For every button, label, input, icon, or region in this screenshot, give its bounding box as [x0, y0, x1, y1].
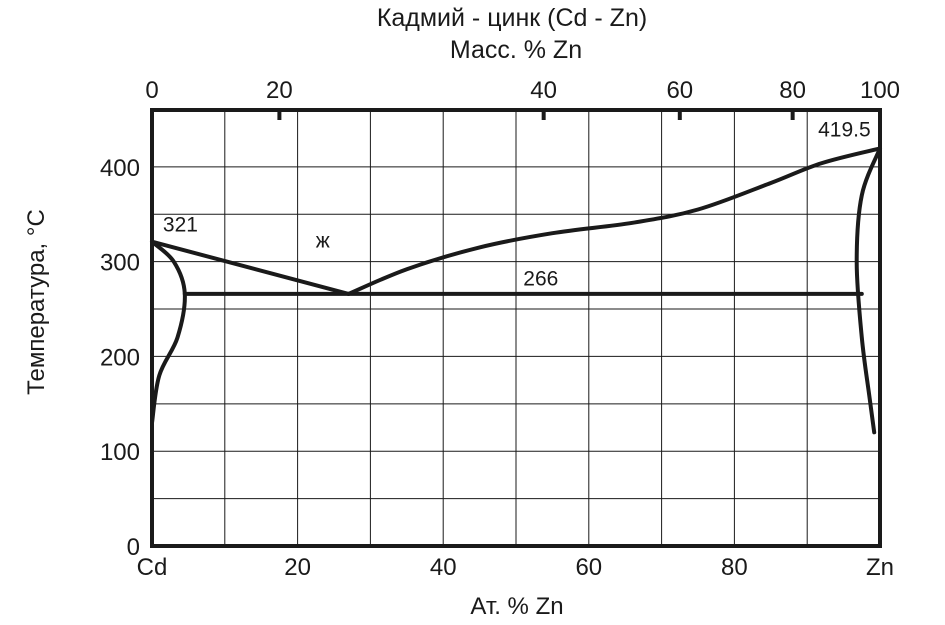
annotation-label: 419.5 [818, 119, 871, 142]
y-axis-tick-labels: 0 100 200 300 400 [100, 155, 140, 561]
top-axis-title: Масс. % Zn [450, 36, 582, 64]
y-tick-label: 0 [127, 534, 140, 561]
curve-solvus-cd [150, 239, 187, 425]
top-tick-label: 20 [266, 77, 293, 104]
annotation-label: 266 [523, 267, 558, 290]
y-tick-label: 100 [100, 439, 140, 466]
top-tick-label: 40 [530, 77, 557, 104]
x-tick-label: 20 [284, 554, 311, 581]
y-tick-label: 400 [100, 155, 140, 182]
annotations: 321 ж 266 419.5 [163, 119, 871, 291]
chart-title: Кадмий - цинк (Cd - Zn) [377, 4, 647, 32]
x-tick-label: 40 [430, 554, 457, 581]
x-tick-label: Zn [866, 554, 894, 581]
top-tick-label: 100 [860, 77, 900, 104]
x-axis-title: Ат. % Zn [470, 593, 563, 620]
annotation-label: 321 [163, 213, 198, 236]
top-tick-label: 0 [145, 77, 158, 104]
y-axis-title: Температура, °C [23, 209, 50, 395]
grid-lines [151, 110, 881, 547]
y-tick-label: 200 [100, 344, 140, 371]
x-tick-label: Cd [137, 554, 168, 581]
x-tick-label: 80 [721, 554, 748, 581]
x-tick-label: 60 [575, 554, 602, 581]
x-axis-tick-labels: Cd 20 40 60 80 Zn [137, 554, 894, 581]
top-tick-label: 60 [666, 77, 693, 104]
phase-curves [150, 146, 882, 435]
top-axis-tick-labels: 0 20 40 60 80 100 [145, 77, 900, 104]
top-tick-label: 80 [779, 77, 806, 104]
curve-solvus-zn [854, 146, 882, 435]
plot-frame [150, 108, 882, 548]
curve-liquidus-cd [150, 239, 351, 296]
annotation-label: ж [316, 229, 330, 252]
top-axis-tick-marks [277, 110, 795, 120]
y-tick-label: 300 [100, 250, 140, 277]
curve-liquidus-zn [346, 146, 882, 296]
